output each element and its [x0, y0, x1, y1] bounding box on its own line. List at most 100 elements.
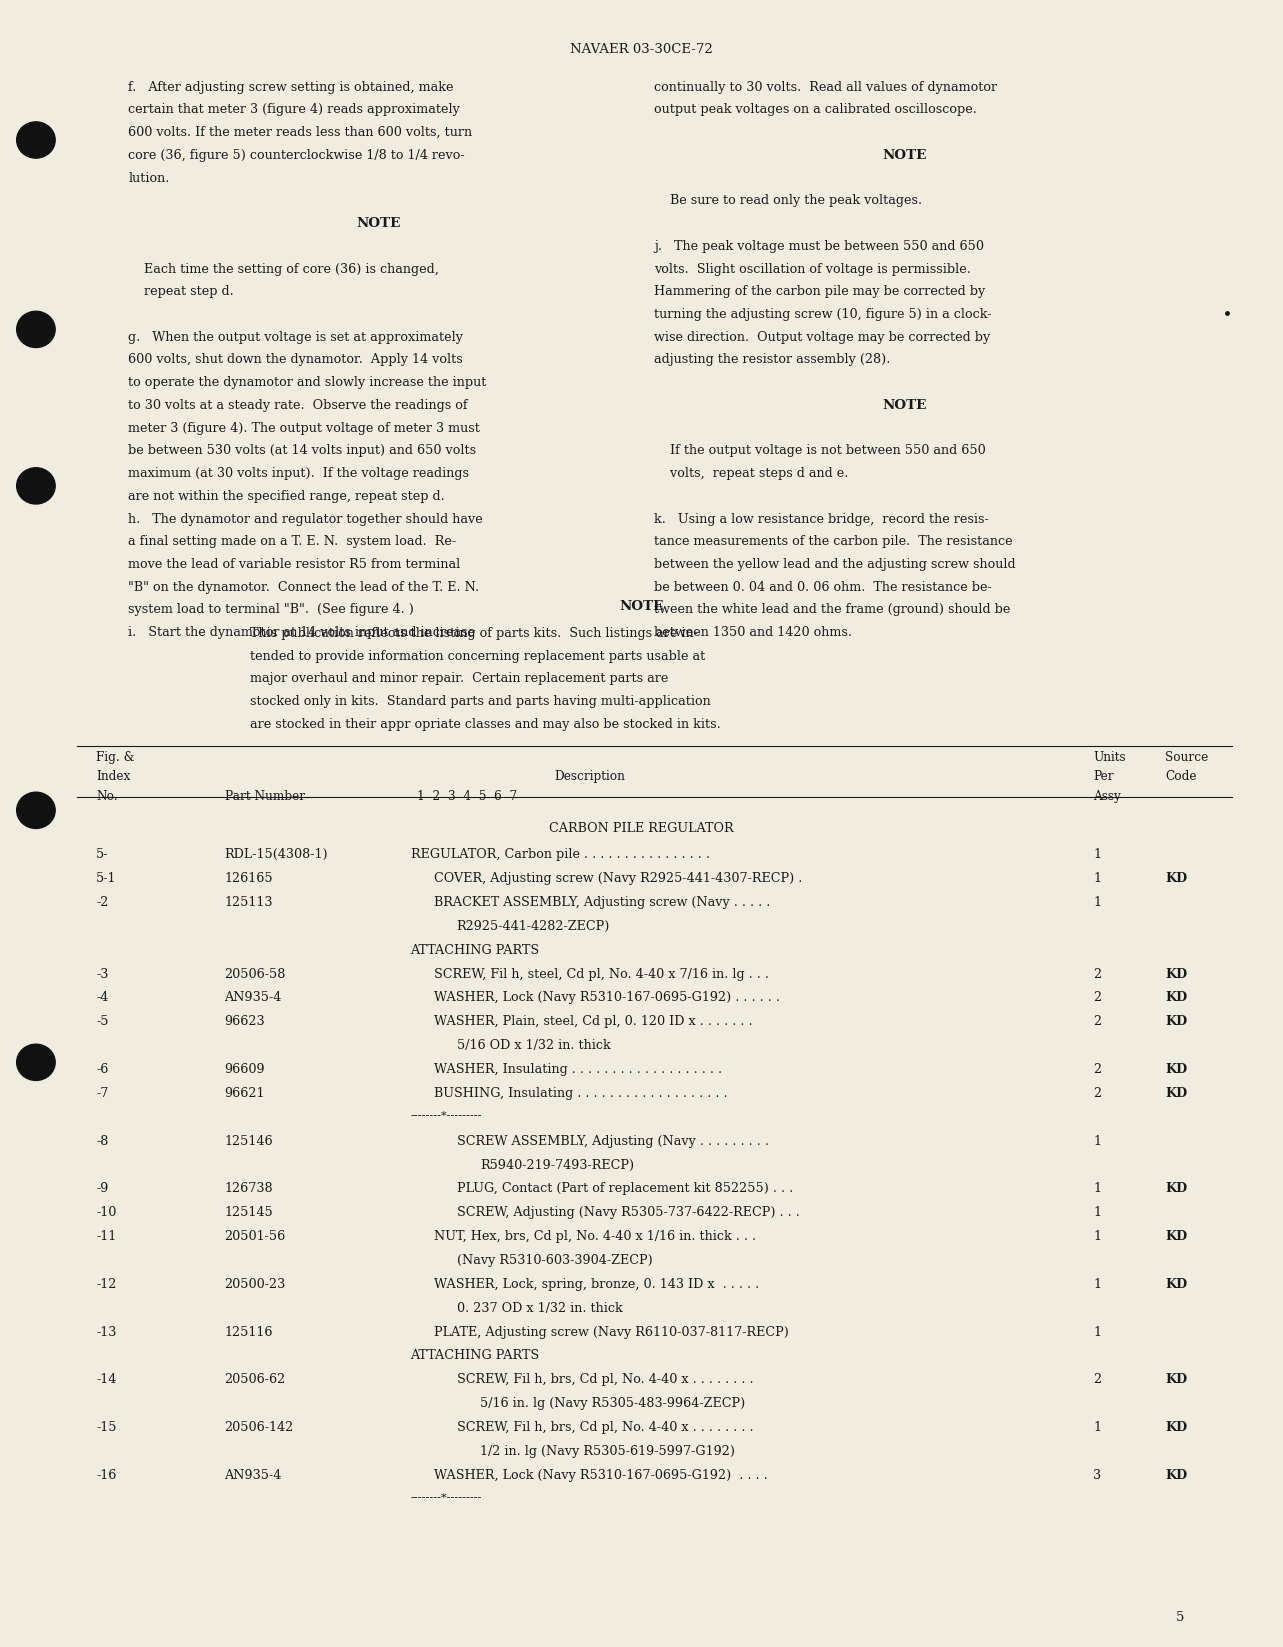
- Text: 126165: 126165: [225, 873, 273, 884]
- Text: KD: KD: [1165, 1469, 1187, 1482]
- Text: 600 volts, shut down the dynamotor.  Apply 14 volts: 600 volts, shut down the dynamotor. Appl…: [128, 354, 463, 366]
- Text: -3: -3: [96, 967, 109, 980]
- Text: -13: -13: [96, 1326, 117, 1339]
- Text: COVER, Adjusting screw (Navy R2925-441-4307-RECP) .: COVER, Adjusting screw (Navy R2925-441-4…: [434, 873, 802, 884]
- Text: are stocked in their appr opriate classes and may also be stocked in kits.: are stocked in their appr opriate classe…: [250, 718, 721, 731]
- Text: i.   Start the dynamotor at 14 volts input and increase: i. Start the dynamotor at 14 volts input…: [128, 626, 476, 639]
- Text: SCREW, Fil h, brs, Cd pl, No. 4-40 x . . . . . . . .: SCREW, Fil h, brs, Cd pl, No. 4-40 x . .…: [457, 1374, 753, 1387]
- Text: Source: Source: [1165, 751, 1209, 764]
- Text: Units: Units: [1093, 751, 1125, 764]
- Text: Each time the setting of core (36) is changed,: Each time the setting of core (36) is ch…: [128, 262, 439, 275]
- Text: 2: 2: [1093, 991, 1101, 1005]
- Text: turning the adjusting screw (10, figure 5) in a clock-: turning the adjusting screw (10, figure …: [654, 308, 992, 321]
- Text: SCREW, Fil h, steel, Cd pl, No. 4-40 x 7/16 in. lg . . .: SCREW, Fil h, steel, Cd pl, No. 4-40 x 7…: [434, 967, 769, 980]
- Text: 96609: 96609: [225, 1062, 266, 1075]
- Text: 1: 1: [1093, 1135, 1101, 1148]
- Text: This publication reflects the listing of parts kits.  Such listings are in-: This publication reflects the listing of…: [250, 628, 698, 639]
- Text: NOTE: NOTE: [883, 399, 926, 412]
- Text: If the output voltage is not between 550 and 650: If the output voltage is not between 550…: [654, 445, 987, 458]
- Text: ATTACHING PARTS: ATTACHING PARTS: [411, 944, 540, 957]
- Text: 1: 1: [1093, 1421, 1101, 1435]
- Text: SCREW, Fil h, brs, Cd pl, No. 4-40 x . . . . . . . .: SCREW, Fil h, brs, Cd pl, No. 4-40 x . .…: [457, 1421, 753, 1435]
- Text: Per: Per: [1093, 771, 1114, 784]
- Text: AN935-4: AN935-4: [225, 1469, 282, 1482]
- Text: 125145: 125145: [225, 1206, 273, 1219]
- Text: 2: 2: [1093, 967, 1101, 980]
- Text: -6: -6: [96, 1062, 109, 1075]
- Text: 5-1: 5-1: [96, 873, 117, 884]
- Text: "B" on the dynamotor.  Connect the lead of the T. E. N.: "B" on the dynamotor. Connect the lead o…: [128, 581, 480, 593]
- Text: are not within the specified range, repeat step d.: are not within the specified range, repe…: [128, 489, 445, 502]
- Text: -14: -14: [96, 1374, 117, 1387]
- Text: a final setting made on a T. E. N.  system load.  Re-: a final setting made on a T. E. N. syste…: [128, 535, 457, 548]
- Text: WASHER, Lock (Navy R5310-167-0695-G192)  . . . .: WASHER, Lock (Navy R5310-167-0695-G192) …: [434, 1469, 767, 1482]
- Text: Fig. &: Fig. &: [96, 751, 135, 764]
- Text: 2: 2: [1093, 1015, 1101, 1028]
- Text: KD: KD: [1165, 1278, 1187, 1291]
- Text: 5/16 in. lg (Navy R5305-483-9964-ZECP): 5/16 in. lg (Navy R5305-483-9964-ZECP): [480, 1397, 745, 1410]
- Text: 2: 2: [1093, 1062, 1101, 1075]
- Text: R5940-219-7493-RECP): R5940-219-7493-RECP): [480, 1158, 634, 1171]
- Text: 5: 5: [1177, 1611, 1184, 1624]
- Ellipse shape: [17, 468, 55, 504]
- Text: 20506-142: 20506-142: [225, 1421, 294, 1435]
- Text: 96623: 96623: [225, 1015, 266, 1028]
- Text: h.   The dynamotor and regulator together should have: h. The dynamotor and regulator together …: [128, 512, 484, 525]
- Text: 1: 1: [1093, 848, 1101, 861]
- Text: 1: 1: [1093, 1183, 1101, 1196]
- Text: major overhaul and minor repair.  Certain replacement parts are: major overhaul and minor repair. Certain…: [250, 672, 668, 685]
- Text: SCREW, Adjusting (Navy R5305-737-6422-RECP) . . .: SCREW, Adjusting (Navy R5305-737-6422-RE…: [457, 1206, 799, 1219]
- Text: KD: KD: [1165, 1183, 1187, 1196]
- Text: WASHER, Lock (Navy R5310-167-0695-G192) . . . . . .: WASHER, Lock (Navy R5310-167-0695-G192) …: [434, 991, 780, 1005]
- Text: WASHER, Plain, steel, Cd pl, 0. 120 ID x . . . . . . .: WASHER, Plain, steel, Cd pl, 0. 120 ID x…: [434, 1015, 752, 1028]
- Text: WASHER, Lock, spring, bronze, 0. 143 ID x  . . . . .: WASHER, Lock, spring, bronze, 0. 143 ID …: [434, 1278, 760, 1291]
- Text: j.   The peak voltage must be between 550 and 650: j. The peak voltage must be between 550 …: [654, 240, 984, 252]
- Text: 1: 1: [1093, 873, 1101, 884]
- Text: 125113: 125113: [225, 896, 273, 909]
- Text: stocked only in kits.  Standard parts and parts having multi-application: stocked only in kits. Standard parts and…: [250, 695, 711, 708]
- Text: (Navy R5310-603-3904-ZECP): (Navy R5310-603-3904-ZECP): [457, 1253, 653, 1267]
- Text: NAVAER 03-30CE-72: NAVAER 03-30CE-72: [570, 43, 713, 56]
- Text: continually to 30 volts.  Read all values of dynamotor: continually to 30 volts. Read all values…: [654, 81, 997, 94]
- Text: Index: Index: [96, 771, 131, 784]
- Text: -12: -12: [96, 1278, 117, 1291]
- Text: 5-: 5-: [96, 848, 109, 861]
- Text: BRACKET ASSEMBLY, Adjusting screw (Navy . . . . .: BRACKET ASSEMBLY, Adjusting screw (Navy …: [434, 896, 770, 909]
- Text: tance measurements of the carbon pile.  The resistance: tance measurements of the carbon pile. T…: [654, 535, 1014, 548]
- Text: Hammering of the carbon pile may be corrected by: Hammering of the carbon pile may be corr…: [654, 285, 985, 298]
- Text: KD: KD: [1165, 967, 1187, 980]
- Text: 5/16 OD x 1/32 in. thick: 5/16 OD x 1/32 in. thick: [457, 1039, 611, 1052]
- Text: --------*---------: --------*---------: [411, 1110, 482, 1122]
- Text: ATTACHING PARTS: ATTACHING PARTS: [411, 1349, 540, 1362]
- Text: 2: 2: [1093, 1087, 1101, 1100]
- Text: system load to terminal "B".  (See figure 4. ): system load to terminal "B". (See figure…: [128, 603, 414, 616]
- Ellipse shape: [17, 122, 55, 158]
- Text: g.   When the output voltage is set at approximately: g. When the output voltage is set at app…: [128, 331, 463, 344]
- Text: output peak voltages on a calibrated oscilloscope.: output peak voltages on a calibrated osc…: [654, 104, 978, 117]
- Text: NOTE: NOTE: [883, 148, 926, 161]
- Text: -15: -15: [96, 1421, 117, 1435]
- Text: --------*---------: --------*---------: [411, 1492, 482, 1502]
- Text: to operate the dynamotor and slowly increase the input: to operate the dynamotor and slowly incr…: [128, 376, 486, 389]
- Text: PLUG, Contact (Part of replacement kit 852255) . . .: PLUG, Contact (Part of replacement kit 8…: [457, 1183, 793, 1196]
- Text: between 1350 and 1420 ohms.: between 1350 and 1420 ohms.: [654, 626, 852, 639]
- Text: KD: KD: [1165, 873, 1187, 884]
- Text: wise direction.  Output voltage may be corrected by: wise direction. Output voltage may be co…: [654, 331, 990, 344]
- Text: 600 volts. If the meter reads less than 600 volts, turn: 600 volts. If the meter reads less than …: [128, 127, 472, 138]
- Text: KD: KD: [1165, 1062, 1187, 1075]
- Text: -10: -10: [96, 1206, 117, 1219]
- Text: 126738: 126738: [225, 1183, 273, 1196]
- Text: KD: KD: [1165, 1015, 1187, 1028]
- Text: to 30 volts at a steady rate.  Observe the readings of: to 30 volts at a steady rate. Observe th…: [128, 399, 468, 412]
- Text: 96621: 96621: [225, 1087, 266, 1100]
- Text: RDL-15(4308-1): RDL-15(4308-1): [225, 848, 328, 861]
- Text: Assy: Assy: [1093, 789, 1121, 802]
- Text: 1  2  3  4  5  6  7: 1 2 3 4 5 6 7: [417, 789, 517, 802]
- Ellipse shape: [17, 311, 55, 348]
- Text: lution.: lution.: [128, 171, 169, 184]
- Text: 125146: 125146: [225, 1135, 273, 1148]
- Text: core (36, figure 5) counterclockwise 1/8 to 1/4 revo-: core (36, figure 5) counterclockwise 1/8…: [128, 148, 464, 161]
- Text: NOTE: NOTE: [620, 600, 663, 613]
- Text: 1: 1: [1093, 896, 1101, 909]
- Text: be between 530 volts (at 14 volts input) and 650 volts: be between 530 volts (at 14 volts input)…: [128, 445, 476, 458]
